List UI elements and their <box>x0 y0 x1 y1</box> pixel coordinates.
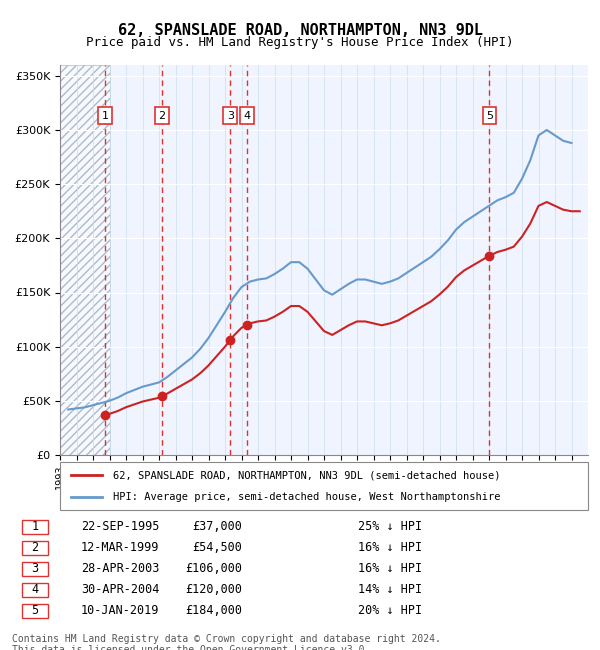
Text: 14% ↓ HPI: 14% ↓ HPI <box>358 582 422 595</box>
FancyBboxPatch shape <box>22 583 48 597</box>
FancyBboxPatch shape <box>22 604 48 619</box>
Text: 1: 1 <box>101 111 109 121</box>
Text: 5: 5 <box>486 111 493 121</box>
Text: 10-JAN-2019: 10-JAN-2019 <box>81 604 160 617</box>
Text: £54,500: £54,500 <box>193 541 242 554</box>
Text: HPI: Average price, semi-detached house, West Northamptonshire: HPI: Average price, semi-detached house,… <box>113 491 500 502</box>
FancyBboxPatch shape <box>22 562 48 577</box>
Text: 62, SPANSLADE ROAD, NORTHAMPTON, NN3 9DL (semi-detached house): 62, SPANSLADE ROAD, NORTHAMPTON, NN3 9DL… <box>113 470 500 480</box>
Text: Contains HM Land Registry data © Crown copyright and database right 2024.
This d: Contains HM Land Registry data © Crown c… <box>12 634 441 650</box>
Text: 2: 2 <box>158 111 166 121</box>
Bar <box>60 65 110 455</box>
Text: 1: 1 <box>31 520 38 533</box>
Text: £120,000: £120,000 <box>185 582 242 595</box>
Text: 28-APR-2003: 28-APR-2003 <box>81 562 160 575</box>
Text: 3: 3 <box>31 562 38 575</box>
Text: 2: 2 <box>31 541 38 554</box>
Text: 16% ↓ HPI: 16% ↓ HPI <box>358 562 422 575</box>
Text: Price paid vs. HM Land Registry's House Price Index (HPI): Price paid vs. HM Land Registry's House … <box>86 36 514 49</box>
FancyBboxPatch shape <box>22 541 48 556</box>
Text: 5: 5 <box>31 604 38 617</box>
Text: 22-SEP-1995: 22-SEP-1995 <box>81 520 160 533</box>
FancyBboxPatch shape <box>22 520 48 534</box>
Text: £37,000: £37,000 <box>193 520 242 533</box>
Text: 4: 4 <box>31 582 38 595</box>
Text: 4: 4 <box>244 111 251 121</box>
Text: £184,000: £184,000 <box>185 604 242 617</box>
Bar <box>60 65 110 455</box>
Text: 20% ↓ HPI: 20% ↓ HPI <box>358 604 422 617</box>
FancyBboxPatch shape <box>60 462 588 510</box>
Text: 25% ↓ HPI: 25% ↓ HPI <box>358 520 422 533</box>
Text: 3: 3 <box>227 111 234 121</box>
Text: 62, SPANSLADE ROAD, NORTHAMPTON, NN3 9DL: 62, SPANSLADE ROAD, NORTHAMPTON, NN3 9DL <box>118 23 482 38</box>
Text: £106,000: £106,000 <box>185 562 242 575</box>
Text: 16% ↓ HPI: 16% ↓ HPI <box>358 541 422 554</box>
Text: 30-APR-2004: 30-APR-2004 <box>81 582 160 595</box>
Text: 12-MAR-1999: 12-MAR-1999 <box>81 541 160 554</box>
